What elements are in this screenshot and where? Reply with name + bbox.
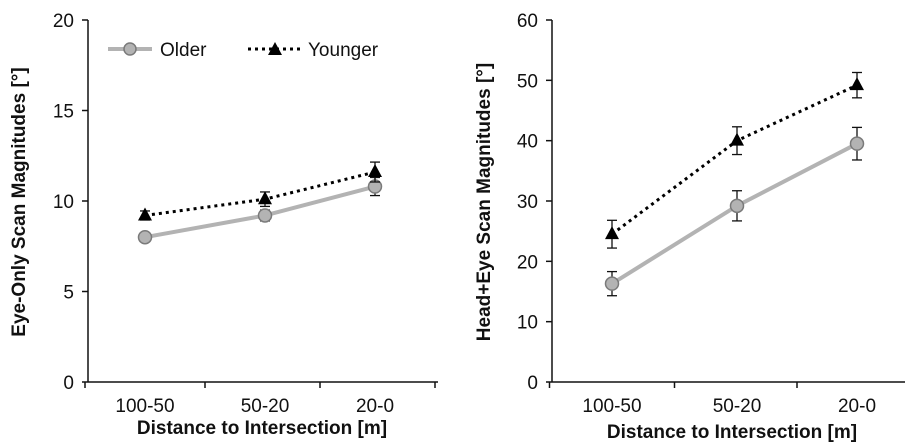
x-tick-label: 50-20: [241, 396, 290, 417]
x-tick-label: 20-0: [838, 396, 876, 417]
data-point-younger: [138, 207, 152, 221]
x-tick-label: 50-20: [713, 396, 762, 417]
y-tick-label: 50: [517, 71, 538, 92]
data-point-younger: [605, 226, 619, 240]
data-point-younger: [730, 132, 744, 146]
data-point-younger: [368, 164, 382, 178]
y-tick-label: 10: [517, 313, 538, 334]
x-tick-label: 20-0: [356, 396, 394, 417]
left-y-axis-title: Eye-Only Scan Magnitudes [°]: [9, 67, 30, 336]
data-point-older: [604, 276, 620, 291]
y-tick-label: 30: [517, 192, 538, 213]
y-tick-label: 40: [517, 132, 538, 153]
y-tick-label: 0: [527, 373, 538, 394]
y-tick-label: 20: [517, 252, 538, 273]
eye-only-chart: Eye-Only Scan Magnitudes [°] Distance to…: [9, 11, 438, 439]
data-point-younger: [850, 77, 864, 91]
head-eye-chart: Head+Eye Scan Magnitudes [°] Distance to…: [474, 11, 905, 443]
y-tick-label: 20: [53, 11, 74, 32]
y-tick-label: 5: [63, 283, 74, 304]
legend: Older Younger: [108, 40, 379, 61]
legend-older-marker: [123, 42, 137, 56]
data-point-older: [137, 229, 153, 245]
legend-younger-marker: [268, 42, 282, 55]
data-point-older: [257, 208, 273, 223]
right-y-axis-title: Head+Eye Scan Magnitudes [°]: [474, 63, 495, 341]
y-tick-label: 15: [53, 102, 74, 123]
data-point-younger: [258, 191, 272, 205]
data-point-older: [729, 198, 745, 214]
data-point-older: [849, 136, 865, 151]
right-x-axis-title: Distance to Intersection [m]: [607, 422, 857, 443]
y-tick-label: 60: [517, 11, 538, 32]
x-tick-label: 100-50: [582, 396, 641, 417]
left-x-axis-title: Distance to Intersection [m]: [137, 418, 387, 439]
x-tick-label: 100-50: [115, 396, 174, 417]
legend-older-label: Older: [160, 40, 207, 61]
legend-younger-label: Younger: [308, 40, 379, 61]
y-tick-label: 10: [53, 192, 74, 213]
series-line-older: [610, 141, 858, 286]
y-tick-label: 0: [63, 373, 74, 394]
